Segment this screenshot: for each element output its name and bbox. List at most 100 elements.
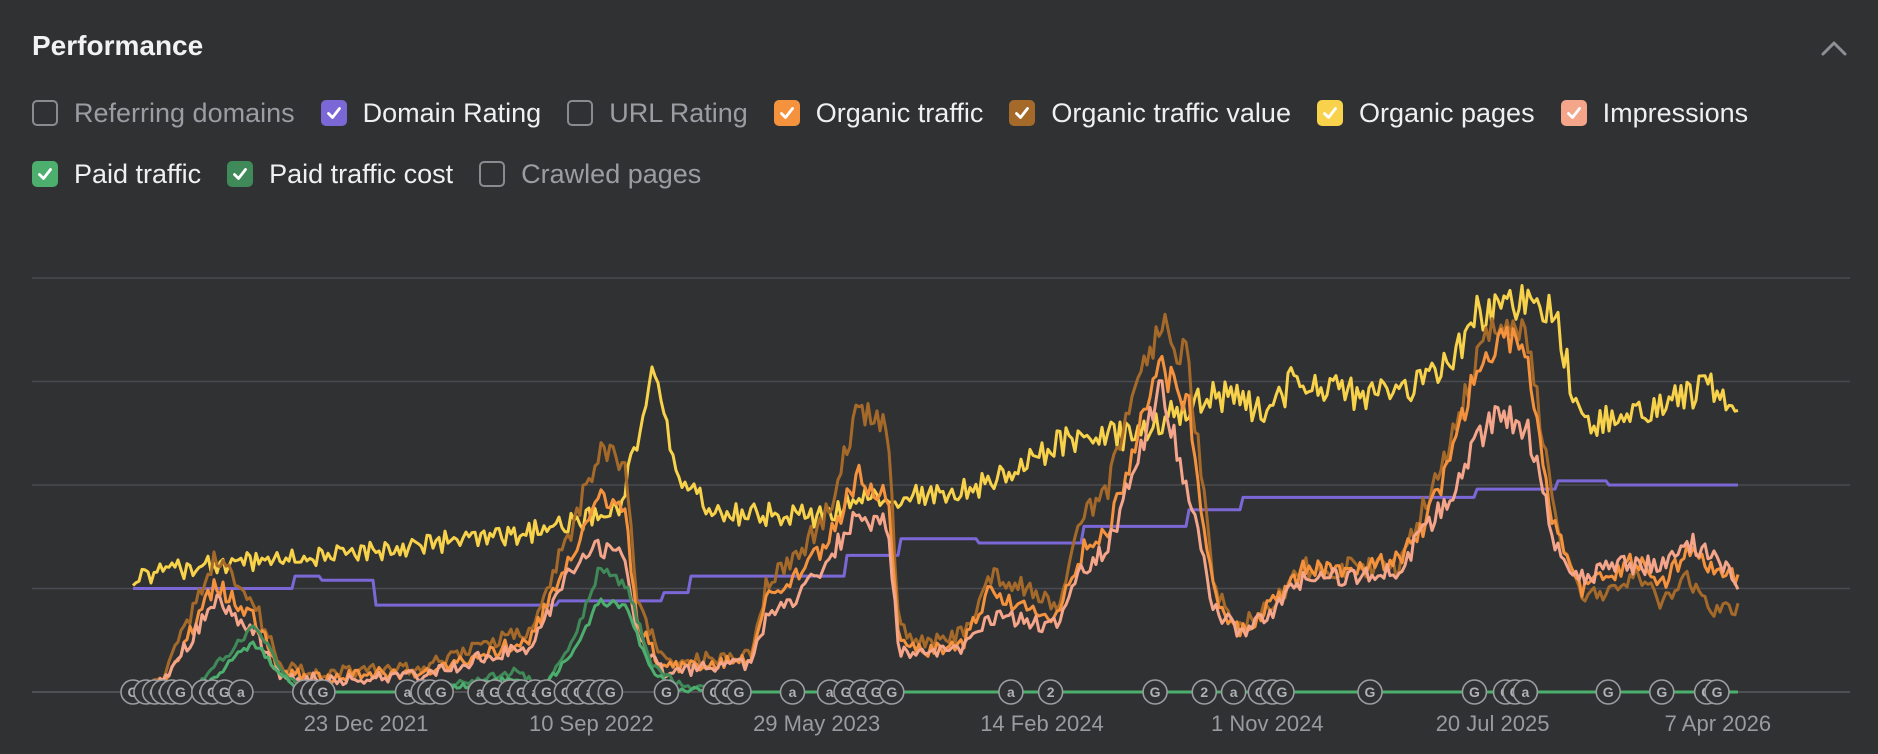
annotation-label: G <box>1603 684 1614 700</box>
annotation-markers: GaGGGGGGGaGGGaaGGaGaGaGGGaaGGGGGaaGGGGa2… <box>120 679 1730 705</box>
legend-label: Organic traffic value <box>1051 97 1291 128</box>
annotation-label: G <box>317 684 328 700</box>
series-line-domain-rating <box>133 479 1738 607</box>
checkbox-referring-domains[interactable] <box>32 100 58 126</box>
legend-label: Organic pages <box>1358 97 1535 128</box>
legend-item-impressions[interactable]: Impressions <box>1560 98 1748 128</box>
annotation-circle <box>653 679 680 705</box>
annotation-marker[interactable]: G <box>878 679 905 705</box>
legend-item-crawled-pages[interactable]: Crawled pages <box>479 159 701 189</box>
annotation-marker[interactable]: a <box>1220 679 1247 705</box>
checkbox-crawled-pages[interactable] <box>479 161 506 187</box>
legend-item-organic-traffic-value[interactable]: Organic traffic value <box>1009 98 1291 128</box>
x-tick-label: 23 Dec 2021 <box>304 711 429 736</box>
annotation-marker[interactable]: a <box>998 679 1024 705</box>
annotation-circle <box>726 679 752 705</box>
annotation-label: G <box>841 684 852 700</box>
checkbox-organic-traffic[interactable] <box>773 100 800 126</box>
annotation-marker[interactable]: G <box>1357 679 1383 705</box>
checkbox-impressions[interactable] <box>1560 100 1587 126</box>
annotation-label: 2 <box>1200 684 1208 700</box>
x-tick-label: 7 Apr 2026 <box>1665 711 1771 736</box>
annotation-circle <box>878 679 905 705</box>
annotation-circle <box>310 679 336 705</box>
chevron-up-icon <box>1821 41 1847 56</box>
collapse-button[interactable] <box>1814 28 1854 68</box>
annotation-marker[interactable]: G <box>428 679 454 705</box>
annotation-marker[interactable]: G <box>167 679 194 705</box>
annotation-label: G <box>516 684 527 700</box>
legend-label: Referring domains <box>74 97 295 128</box>
annotation-label: G <box>871 684 882 700</box>
checkbox-domain-rating[interactable] <box>320 100 347 126</box>
annotation-marker[interactable]: 2 <box>1037 679 1064 705</box>
x-tick-label: 1 Nov 2024 <box>1211 711 1324 736</box>
annotation-label: G <box>1712 684 1723 700</box>
legend-item-url-rating[interactable]: URL Rating <box>567 98 748 128</box>
legend-label: Paid traffic cost <box>269 158 454 189</box>
annotation-marker[interactable]: G <box>1595 679 1622 705</box>
series-line-impressions <box>132 379 1740 694</box>
annotation-label: G <box>856 684 867 700</box>
annotation-marker[interactable]: G <box>1461 679 1488 705</box>
checkbox-url-rating[interactable] <box>567 100 594 126</box>
annotation-marker[interactable]: G <box>653 679 680 705</box>
annotation-circle <box>1037 679 1064 705</box>
annotation-label: 2 <box>1047 684 1055 700</box>
annotation-label: a <box>1230 684 1238 700</box>
legend-item-referring-domains[interactable]: Referring domains <box>32 98 295 128</box>
annotation-label: a <box>476 684 484 700</box>
checkbox-organic-pages[interactable] <box>1316 100 1343 126</box>
section-title: Performance <box>32 30 204 61</box>
annotation-label: G <box>489 684 500 700</box>
annotation-marker[interactable]: G <box>1269 679 1295 705</box>
gridlines <box>32 277 1850 693</box>
annotation-label: G <box>661 684 672 700</box>
check-icon <box>233 168 247 180</box>
legend-label: Domain Rating <box>362 97 542 128</box>
annotation-marker[interactable]: a <box>779 679 806 705</box>
annotation-marker[interactable]: a <box>228 679 254 705</box>
annotation-label: G <box>734 684 745 700</box>
series-line-organic-pages <box>131 284 1739 587</box>
annotation-circle <box>1142 679 1168 705</box>
annotation-label: G <box>1656 684 1667 700</box>
annotation-label: G <box>128 684 139 700</box>
annotation-marker[interactable]: a <box>1512 679 1539 705</box>
legend-item-organic-pages[interactable]: Organic pages <box>1316 97 1535 128</box>
check-icon <box>1323 107 1337 119</box>
annotation-circle <box>1220 679 1247 705</box>
annotation-circle <box>779 679 806 705</box>
x-tick-label: 20 Jul 2025 <box>1436 711 1550 736</box>
annotation-circle <box>1512 679 1539 705</box>
annotation-marker[interactable]: G <box>597 679 624 705</box>
annotation-circle <box>1269 679 1295 705</box>
legend-item-organic-traffic[interactable]: Organic traffic <box>773 98 983 128</box>
annotation-marker[interactable]: 2 <box>1191 679 1218 705</box>
checkbox-organic-traffic-value[interactable] <box>1009 100 1036 126</box>
annotation-circle <box>998 679 1024 705</box>
annotation-circle <box>228 679 254 705</box>
annotation-marker[interactable]: G <box>1648 679 1675 705</box>
annotation-marker[interactable]: G <box>1704 679 1730 705</box>
annotation-marker[interactable]: G <box>310 679 336 705</box>
annotation-label: G <box>605 684 616 700</box>
annotation-circle <box>428 679 454 705</box>
legend-item-paid-traffic-cost[interactable]: Paid traffic cost <box>227 159 453 189</box>
annotation-circle <box>1704 679 1730 705</box>
checkbox-paid-traffic[interactable] <box>32 161 58 187</box>
legend-item-domain-rating[interactable]: Domain Rating <box>320 97 542 128</box>
annotation-label: G <box>436 684 447 700</box>
check-icon <box>326 107 341 119</box>
x-axis-ticks: 23 Dec 2021 10 Sep 2022 29 May 2023 14 Feb … <box>304 711 1771 736</box>
annotation-marker[interactable]: G <box>726 679 752 705</box>
annotation-label: G <box>1150 684 1161 700</box>
annotation-label: G <box>541 684 552 700</box>
annotation-circle <box>1595 679 1622 705</box>
checkbox-paid-traffic-cost[interactable] <box>227 161 254 187</box>
legend-item-paid-traffic[interactable]: Paid traffic <box>32 159 201 189</box>
check-icon <box>38 168 52 180</box>
legend-label: Crawled pages <box>521 158 702 189</box>
series-lines <box>131 284 1740 694</box>
annotation-marker[interactable]: G <box>1142 679 1168 705</box>
